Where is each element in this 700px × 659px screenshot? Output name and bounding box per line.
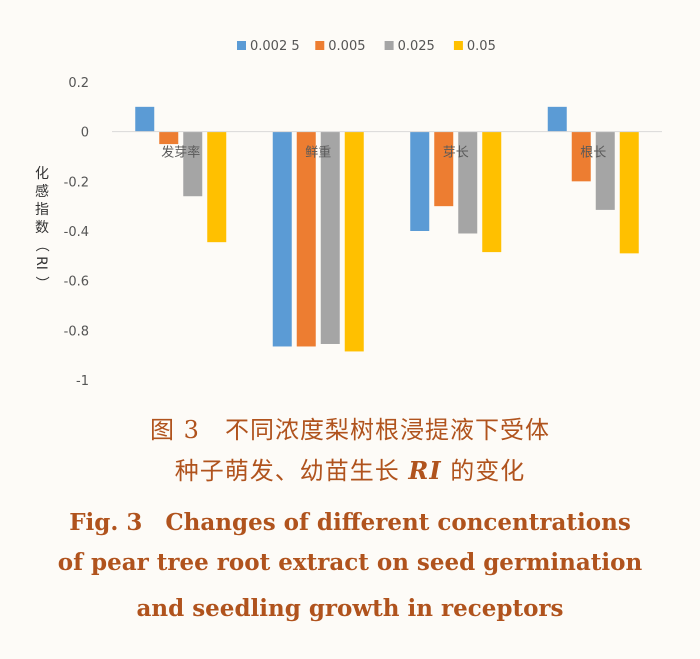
bar: [482, 131, 502, 253]
y-tick-label: -0.6: [64, 275, 89, 290]
bar: [207, 131, 227, 243]
caption-cn-line1: 图 3 不同浓度梨树根浸提液下受体: [150, 416, 550, 444]
bars-group: [135, 106, 639, 352]
bar-chart: 0.002 5 0.005 0.025 0.05 0.2 0 -0.2 -0.4 -0.6 -0…: [33, 39, 662, 389]
caption-cn-line2: 种子萌发、幼苗生长 RI 的变化: [0, 451, 700, 486]
bar: [547, 106, 567, 132]
bar: [320, 131, 340, 344]
y-axis-label-char: （: [33, 238, 49, 252]
legend-swatch: [384, 41, 394, 50]
bar: [458, 131, 478, 234]
legend-swatch: [237, 41, 246, 50]
bar: [296, 131, 316, 347]
caption-cn-line2-pre: 种子萌发、幼苗生长: [174, 457, 409, 485]
caption-en-line1: Fig. 3 Changes of different concentratio…: [69, 509, 631, 536]
legend-label: 0.025: [398, 39, 435, 54]
category-label: 芽长: [443, 146, 469, 161]
bar: [135, 106, 155, 132]
bar: [159, 131, 179, 145]
caption-cn-line2-ri: RI: [408, 456, 442, 485]
bar: [571, 131, 591, 182]
chart-legend: 0.002 5 0.005 0.025 0.05: [237, 39, 496, 54]
y-axis-label-char: 化: [35, 166, 49, 182]
y-tick-label: -0.8: [64, 324, 89, 339]
bar: [619, 131, 639, 254]
y-axis: 0.2 0 -0.2 -0.4 -0.6 -0.8 -1: [64, 76, 89, 389]
legend-label: 0.05: [467, 39, 496, 54]
category-label: 发芽率: [161, 145, 200, 161]
y-tick-label: 0: [81, 126, 89, 141]
y-tick-label: -1: [76, 374, 89, 389]
bar: [434, 131, 454, 207]
category-label: 根长: [580, 146, 606, 161]
y-tick-label: 0.2: [68, 76, 89, 91]
caption-en-line3: and seedling growth in receptors: [136, 595, 564, 622]
y-axis-label-char: 指: [35, 202, 49, 218]
legend-swatch: [315, 41, 325, 50]
caption-cn-line2-post: 的变化: [441, 457, 526, 485]
legend-label: 0.005: [328, 39, 365, 54]
y-axis-label-char: 数: [35, 220, 49, 236]
bar: [410, 131, 430, 231]
y-axis-label-char: RI: [33, 256, 49, 270]
y-tick-label: -0.4: [64, 225, 89, 240]
legend-label: 0.002 5: [250, 39, 300, 54]
bar: [595, 131, 615, 210]
legend-swatch: [453, 41, 463, 50]
bar: [183, 131, 203, 197]
caption-en-line2: of pear tree root extract on seed germin…: [57, 549, 643, 576]
y-axis-label-char: ）: [33, 276, 49, 290]
category-label: 鲜重: [305, 145, 331, 161]
bar: [344, 131, 364, 352]
category-labels: 发芽率 鲜重 芽长 根长: [161, 145, 606, 161]
bar: [272, 131, 292, 347]
y-tick-label: -0.2: [64, 175, 89, 190]
y-axis-label-char: 感: [35, 183, 49, 200]
